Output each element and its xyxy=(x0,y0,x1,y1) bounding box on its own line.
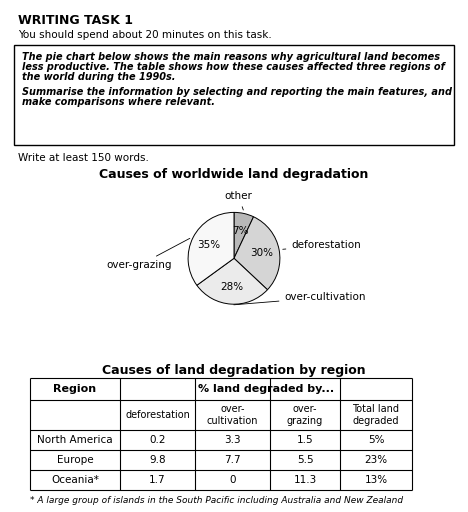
Text: deforestation: deforestation xyxy=(125,410,190,420)
Text: 23%: 23% xyxy=(365,455,388,465)
Text: over-
grazing: over- grazing xyxy=(287,404,323,426)
Text: deforestation: deforestation xyxy=(283,241,361,250)
Text: Write at least 150 words.: Write at least 150 words. xyxy=(18,153,149,163)
Text: % land degraded by...: % land degraded by... xyxy=(198,384,334,394)
Text: less productive. The table shows how these causes affected three regions of: less productive. The table shows how the… xyxy=(22,62,445,72)
Text: 28%: 28% xyxy=(220,282,244,292)
Wedge shape xyxy=(234,212,254,258)
Wedge shape xyxy=(234,217,280,290)
Text: Total land
degraded: Total land degraded xyxy=(352,404,400,426)
Text: 1.5: 1.5 xyxy=(297,435,313,445)
Text: Summarise the information by selecting and reporting the main features, and: Summarise the information by selecting a… xyxy=(22,87,452,97)
Text: make comparisons where relevant.: make comparisons where relevant. xyxy=(22,97,215,107)
Text: Causes of worldwide land degradation: Causes of worldwide land degradation xyxy=(99,168,369,181)
Text: The pie chart below shows the main reasons why agricultural land becomes: The pie chart below shows the main reaso… xyxy=(22,52,440,62)
Text: 11.3: 11.3 xyxy=(293,475,317,485)
Text: 35%: 35% xyxy=(197,240,220,250)
Text: 0.2: 0.2 xyxy=(149,435,166,445)
Text: other: other xyxy=(225,191,253,210)
Text: 5.5: 5.5 xyxy=(297,455,313,465)
Text: 5%: 5% xyxy=(368,435,384,445)
Text: 13%: 13% xyxy=(365,475,388,485)
Text: 7%: 7% xyxy=(232,225,249,236)
Text: Causes of land degradation by region: Causes of land degradation by region xyxy=(102,364,366,377)
Text: 7.7: 7.7 xyxy=(224,455,241,465)
Text: Region: Region xyxy=(53,384,96,394)
Text: Europe: Europe xyxy=(57,455,93,465)
Text: 9.8: 9.8 xyxy=(149,455,166,465)
Wedge shape xyxy=(188,212,234,285)
Text: Oceania*: Oceania* xyxy=(51,475,99,485)
Text: North America: North America xyxy=(37,435,113,445)
Text: 30%: 30% xyxy=(250,248,273,258)
Text: 3.3: 3.3 xyxy=(224,435,241,445)
Wedge shape xyxy=(197,258,268,304)
Text: the world during the 1990s.: the world during the 1990s. xyxy=(22,72,176,82)
Text: over-
cultivation: over- cultivation xyxy=(207,404,258,426)
Text: * A large group of islands in the South Pacific including Australia and New Zeal: * A large group of islands in the South … xyxy=(30,496,403,505)
Text: You should spend about 20 minutes on this task.: You should spend about 20 minutes on thi… xyxy=(18,30,272,40)
Text: over-cultivation: over-cultivation xyxy=(234,292,366,305)
Text: 1.7: 1.7 xyxy=(149,475,166,485)
Bar xyxy=(14,45,454,145)
Text: WRITING TASK 1: WRITING TASK 1 xyxy=(18,14,133,27)
Text: 0: 0 xyxy=(229,475,236,485)
Text: over-grazing: over-grazing xyxy=(107,239,190,270)
